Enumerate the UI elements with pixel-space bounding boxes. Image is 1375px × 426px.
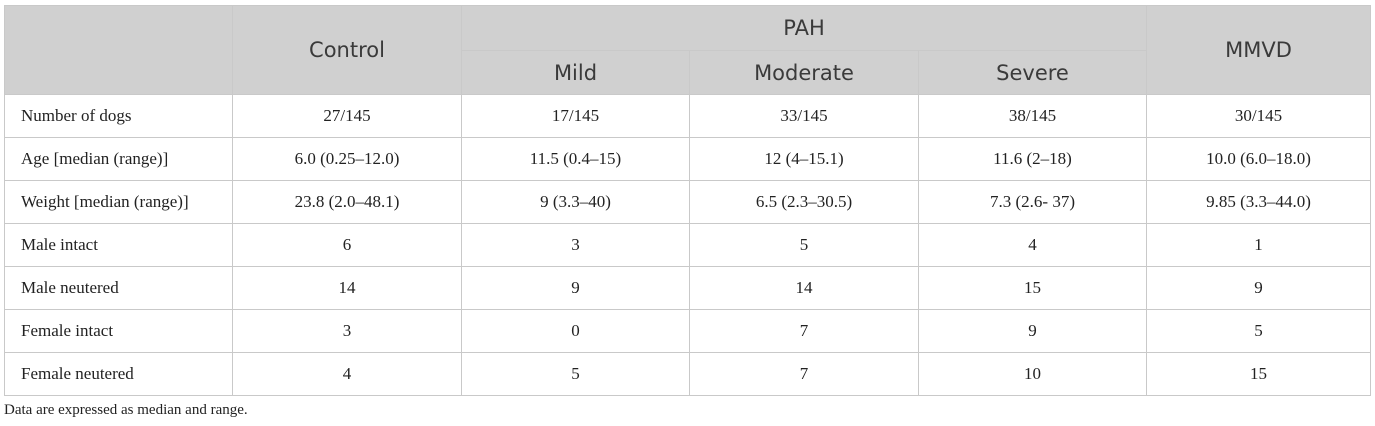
cell-severe: 9 (917, 309, 1148, 353)
cell-mmvd: 1 (1146, 223, 1372, 267)
header-pah: PAH (460, 5, 1148, 51)
cell-mild: 3 (461, 223, 690, 267)
table-row: Male intact 6 3 5 4 1 (4, 223, 1372, 267)
row-label: Female intact (4, 309, 233, 353)
cell-control: 27/145 (232, 94, 462, 138)
cell-control: 6.0 (0.25–12.0) (232, 137, 462, 181)
header-mmvd: MMVD (1146, 5, 1372, 95)
cell-mmvd: 10.0 (6.0–18.0) (1146, 137, 1372, 181)
table-header: Control PAH MMVD Mild Moderate Severe (4, 5, 1372, 95)
table-row: Female intact 3 0 7 9 5 (4, 309, 1372, 353)
table-row: Age [median (range)] 6.0 (0.25–12.0) 11.… (4, 137, 1372, 181)
cell-severe: 7.3 (2.6- 37) (917, 180, 1148, 224)
table-row: Female neutered 4 5 7 10 15 (4, 352, 1372, 396)
cell-mild: 9 (461, 266, 690, 310)
row-label: Female neutered (4, 352, 233, 396)
cell-moderate: 7 (689, 352, 919, 396)
header-empty-cell (4, 5, 233, 95)
row-label: Age [median (range)] (4, 137, 233, 181)
header-mild: Mild (461, 50, 690, 95)
table-body: Number of dogs 27/145 17/145 33/145 38/1… (4, 94, 1372, 396)
cell-mmvd: 9 (1146, 266, 1372, 310)
cell-control: 6 (232, 223, 462, 267)
cell-mild: 0 (461, 309, 690, 353)
row-label: Number of dogs (4, 94, 233, 138)
cell-mmvd: 9.85 (3.3–44.0) (1146, 180, 1372, 224)
cell-mmvd: 5 (1146, 309, 1372, 353)
cell-severe: 15 (917, 266, 1148, 310)
row-label: Male intact (4, 223, 233, 267)
cell-moderate: 5 (689, 223, 919, 267)
cell-mild: 11.5 (0.4–15) (461, 137, 690, 181)
table-row: Weight [median (range)] 23.8 (2.0–48.1) … (4, 180, 1372, 224)
header-row-sub: Mild Moderate Severe (5, 50, 1371, 95)
header-row-top: Control PAH MMVD (4, 5, 1372, 95)
cell-moderate: 12 (4–15.1) (689, 137, 919, 181)
table-row: Number of dogs 27/145 17/145 33/145 38/1… (4, 94, 1372, 138)
cell-moderate: 14 (689, 266, 919, 310)
dog-characteristics-table: Control PAH MMVD Mild Moderate Severe Nu… (4, 5, 1372, 396)
cell-severe: 38/145 (917, 94, 1148, 138)
cell-moderate: 7 (689, 309, 919, 353)
table-footnote: Data are expressed as median and range. (4, 402, 248, 418)
cell-mmvd: 15 (1146, 352, 1372, 396)
cell-control: 3 (232, 309, 462, 353)
cell-moderate: 33/145 (689, 94, 919, 138)
row-label: Weight [median (range)] (4, 180, 233, 224)
cell-mild: 9 (3.3–40) (461, 180, 690, 224)
row-label: Male neutered (4, 266, 233, 310)
cell-moderate: 6.5 (2.3–30.5) (689, 180, 919, 224)
cell-control: 14 (232, 266, 462, 310)
header-control: Control (232, 5, 462, 95)
cell-mild: 5 (461, 352, 690, 396)
header-severe: Severe (917, 50, 1148, 95)
table-row: Male neutered 14 9 14 15 9 (4, 266, 1372, 310)
cell-mmvd: 30/145 (1146, 94, 1372, 138)
header-moderate: Moderate (689, 50, 919, 95)
cell-control: 23.8 (2.0–48.1) (232, 180, 462, 224)
cell-severe: 10 (917, 352, 1148, 396)
cell-severe: 11.6 (2–18) (917, 137, 1148, 181)
cell-control: 4 (232, 352, 462, 396)
cell-severe: 4 (917, 223, 1148, 267)
cell-mild: 17/145 (461, 94, 690, 138)
